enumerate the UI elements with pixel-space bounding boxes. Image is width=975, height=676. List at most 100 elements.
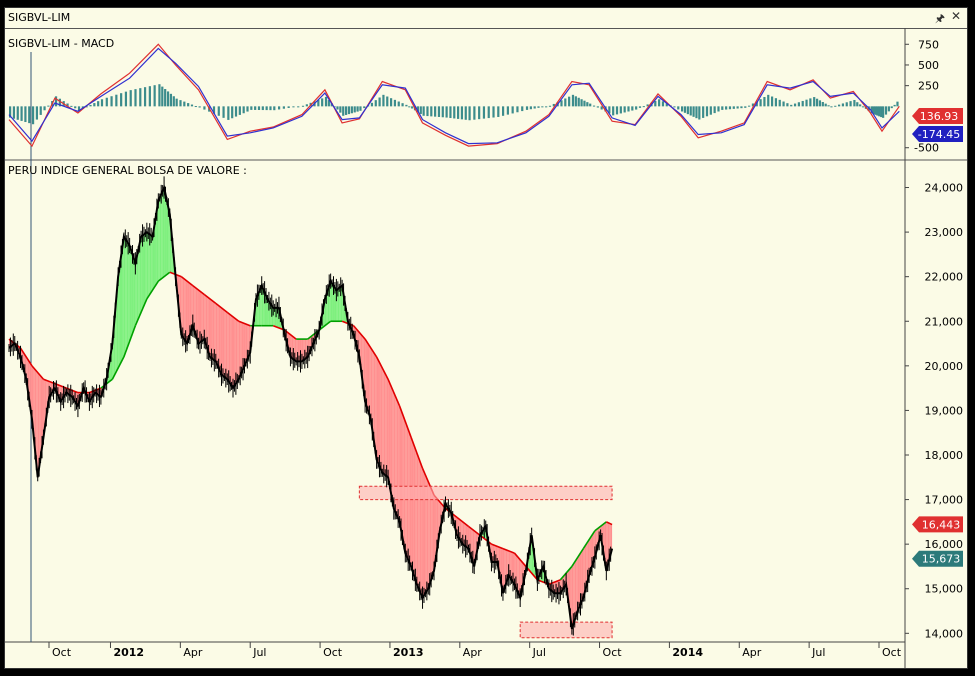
fill-below-ma xyxy=(372,350,374,440)
x-tick-label: Jul xyxy=(532,646,546,659)
moving-average-segment xyxy=(111,356,125,380)
fill-below-ma xyxy=(240,321,242,376)
fill-below-ma xyxy=(573,561,575,625)
macd-histogram-bar xyxy=(124,91,128,107)
x-tick-label: 2012 xyxy=(113,646,144,659)
macd-histogram-bar xyxy=(282,106,285,109)
macd-histogram-bar xyxy=(164,89,167,107)
macd-histogram-bar xyxy=(356,106,359,112)
fill-below-ma xyxy=(577,555,580,612)
fill-above-ma xyxy=(139,236,142,316)
macd-histogram-bar xyxy=(85,106,88,108)
signal-value-tag xyxy=(912,126,963,142)
macd-histogram-bar xyxy=(105,97,108,107)
macd-histogram-bar xyxy=(642,106,645,108)
macd-histogram-bar xyxy=(47,105,50,107)
macd-histogram-bar xyxy=(797,102,800,107)
macd-histogram-bar xyxy=(577,97,580,107)
macd-histogram-bar xyxy=(478,106,481,120)
fill-below-ma xyxy=(369,345,371,420)
macd-histogram-bar xyxy=(677,106,680,110)
x-tick-label: 2014 xyxy=(672,646,703,659)
macd-histogram-bar xyxy=(736,106,739,109)
macd-histogram-bar xyxy=(571,94,575,107)
macd-histogram-bar xyxy=(533,106,536,109)
macd-histogram-bar xyxy=(774,98,778,107)
macd-histogram-bar xyxy=(580,99,583,107)
fill-below-ma xyxy=(411,437,413,571)
macd-histogram-bar xyxy=(374,100,377,107)
moving-average-segment xyxy=(364,338,378,358)
macd-histogram-bar xyxy=(347,106,351,115)
price-tick-label: 20,000 xyxy=(925,360,964,373)
macd-histogram-bar xyxy=(172,96,175,107)
fill-below-ma xyxy=(237,320,239,382)
x-tick-label: Jul xyxy=(252,646,266,659)
macd-histogram-bar xyxy=(525,106,529,110)
pin-icon[interactable]: 🖈 xyxy=(934,12,945,25)
fill-below-ma xyxy=(205,295,208,349)
fill-below-ma xyxy=(379,362,381,470)
macd-histogram-bar xyxy=(506,106,509,115)
fill-below-ma xyxy=(580,550,582,605)
moving-average-segment xyxy=(226,311,240,322)
moving-average-segment xyxy=(491,543,504,550)
x-tick-label: Oct xyxy=(323,646,343,659)
macd-histogram-bar xyxy=(834,105,837,107)
price-tick-label: 19,000 xyxy=(925,404,964,417)
fill-above-ma xyxy=(126,241,129,350)
macd-histogram-bar xyxy=(359,106,362,111)
macd-histogram-bar xyxy=(501,106,505,116)
macd-histogram-bar xyxy=(654,100,657,107)
macd-histogram-bar xyxy=(212,106,216,114)
macd-histogram-bar xyxy=(330,103,333,107)
fill-below-ma xyxy=(403,417,406,554)
window-titlebar: SIGBVL-LIM 🖈 ✕ xyxy=(5,8,967,29)
macd-histogram-bar xyxy=(564,98,567,107)
macd-histogram-bar xyxy=(695,106,698,119)
fill-below-ma xyxy=(230,314,232,386)
macd-histogram-bar xyxy=(339,106,342,113)
macd-histogram-bar xyxy=(813,97,816,107)
fill-above-ma xyxy=(260,285,262,326)
macd-pane-title: SIGBVL-LIM - MACD xyxy=(8,37,114,50)
macd-histogram-bar xyxy=(661,101,665,107)
fill-above-ma xyxy=(164,187,166,277)
fill-above-ma xyxy=(145,232,147,303)
macd-histogram-bar xyxy=(884,106,888,115)
macd-histogram-bar xyxy=(327,100,330,107)
close-icon[interactable]: ✕ xyxy=(950,9,961,23)
macd-histogram-bar xyxy=(740,106,743,109)
fill-below-ma xyxy=(220,306,222,375)
macd-histogram-bar xyxy=(194,106,197,108)
macd-histogram-bar xyxy=(876,106,879,116)
fill-below-ma xyxy=(36,370,38,478)
macd-histogram-bar xyxy=(751,103,755,107)
fill-below-ma xyxy=(413,444,416,580)
fill-below-ma xyxy=(380,365,383,473)
macd-histogram-bar xyxy=(468,106,471,121)
x-tick-label: 2013 xyxy=(393,646,424,659)
x-tick-label: Apr xyxy=(463,646,483,659)
macd-histogram-bar xyxy=(246,106,249,112)
macd-histogram-bar xyxy=(830,106,833,108)
fill-below-ma xyxy=(218,305,221,372)
macd-histogram-bar xyxy=(702,106,705,118)
macd-histogram-bar xyxy=(66,103,69,107)
macd-histogram-bar xyxy=(709,106,712,115)
x-tick-label: Oct xyxy=(52,646,72,659)
macd-histogram-bar xyxy=(698,106,701,120)
macd-histogram-bar xyxy=(529,106,532,110)
macd-histogram-bar xyxy=(242,106,245,114)
macd-histogram-bar xyxy=(100,99,104,107)
fill-below-ma xyxy=(199,291,202,343)
moving-average-segment xyxy=(571,548,585,567)
fill-below-ma xyxy=(589,537,591,576)
macd-histogram-bar xyxy=(815,98,819,107)
fill-below-ma xyxy=(429,485,432,585)
fill-below-ma xyxy=(225,311,228,380)
fill-below-ma xyxy=(224,310,226,379)
macd-histogram-bar xyxy=(203,106,206,110)
x-tick-label: Oct xyxy=(882,646,902,659)
macd-histogram-bar xyxy=(568,96,571,107)
